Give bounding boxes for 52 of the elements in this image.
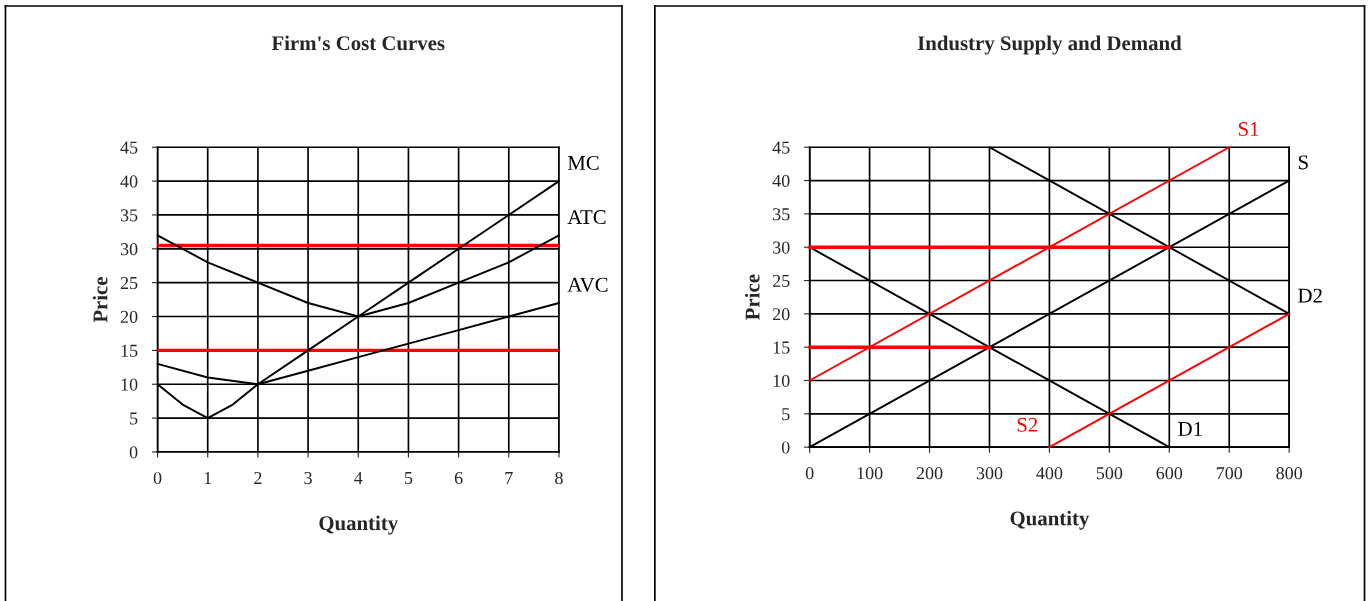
series-label: S1: [1238, 122, 1259, 137]
y-tick-label: 0: [781, 441, 790, 454]
y-tick-label: 30: [120, 243, 138, 256]
x-axis-title: Quantity: [1010, 510, 1090, 530]
x-axis-title: Quantity: [319, 515, 398, 535]
x-tick-label: 600: [1156, 467, 1183, 480]
x-tick-label: 300: [976, 467, 1003, 480]
y-tick-label: 20: [120, 310, 138, 323]
x-tick-label: 0: [805, 467, 814, 480]
x-tick-label: 7: [505, 472, 513, 484]
y-tick-label: 40: [120, 175, 138, 188]
y-tick-label: 30: [773, 241, 790, 254]
y-tick-label: 45: [120, 141, 138, 154]
x-tick-label: 400: [1036, 467, 1063, 480]
chart-title: Industry Supply and Demand: [917, 35, 1182, 55]
x-tick-label: 4: [354, 472, 363, 484]
y-tick-label: 45: [772, 141, 790, 154]
series-label: D1: [1178, 422, 1202, 436]
y-tick-label: 10: [121, 378, 138, 391]
series-label: AVC: [567, 277, 608, 292]
y-tick-label: 10: [773, 374, 790, 387]
y-axis-title: Price: [744, 274, 760, 320]
y-tick-label: 5: [782, 408, 790, 421]
x-tick-label: 0: [153, 471, 162, 485]
y-tick-label: 5: [130, 412, 138, 425]
y-tick-label: 35: [120, 209, 138, 222]
y-tick-label: 20: [772, 308, 790, 321]
y-tick-label: 15: [121, 344, 138, 357]
series-label: S2: [1017, 417, 1038, 432]
y-tick-label: 35: [773, 208, 790, 221]
x-tick-label: 6: [454, 471, 463, 485]
series-label: MC: [567, 155, 599, 170]
x-tick-label: 800: [1276, 467, 1303, 480]
chart-title: Firm's Cost Curves: [271, 35, 445, 51]
x-tick-label: 1: [204, 472, 212, 484]
x-tick-label: 3: [304, 471, 312, 485]
series-label: ATC: [567, 210, 606, 225]
y-axis-title: Price: [92, 277, 108, 323]
x-tick-label: 200: [916, 467, 943, 480]
x-tick-label: 2: [254, 471, 262, 484]
x-tick-label: 8: [555, 471, 563, 485]
y-tick-label: 25: [120, 276, 138, 290]
x-tick-label: 700: [1216, 467, 1243, 480]
y-tick-label: 15: [773, 341, 790, 354]
x-tick-label: 500: [1096, 467, 1123, 480]
x-tick-label: 5: [404, 472, 413, 485]
x-tick-label: 100: [857, 467, 883, 480]
series-label: S: [1298, 155, 1308, 170]
y-tick-label: 0: [129, 446, 138, 459]
y-tick-label: 25: [772, 274, 790, 287]
y-tick-label: 40: [772, 174, 790, 188]
series-label: D2: [1298, 288, 1322, 303]
